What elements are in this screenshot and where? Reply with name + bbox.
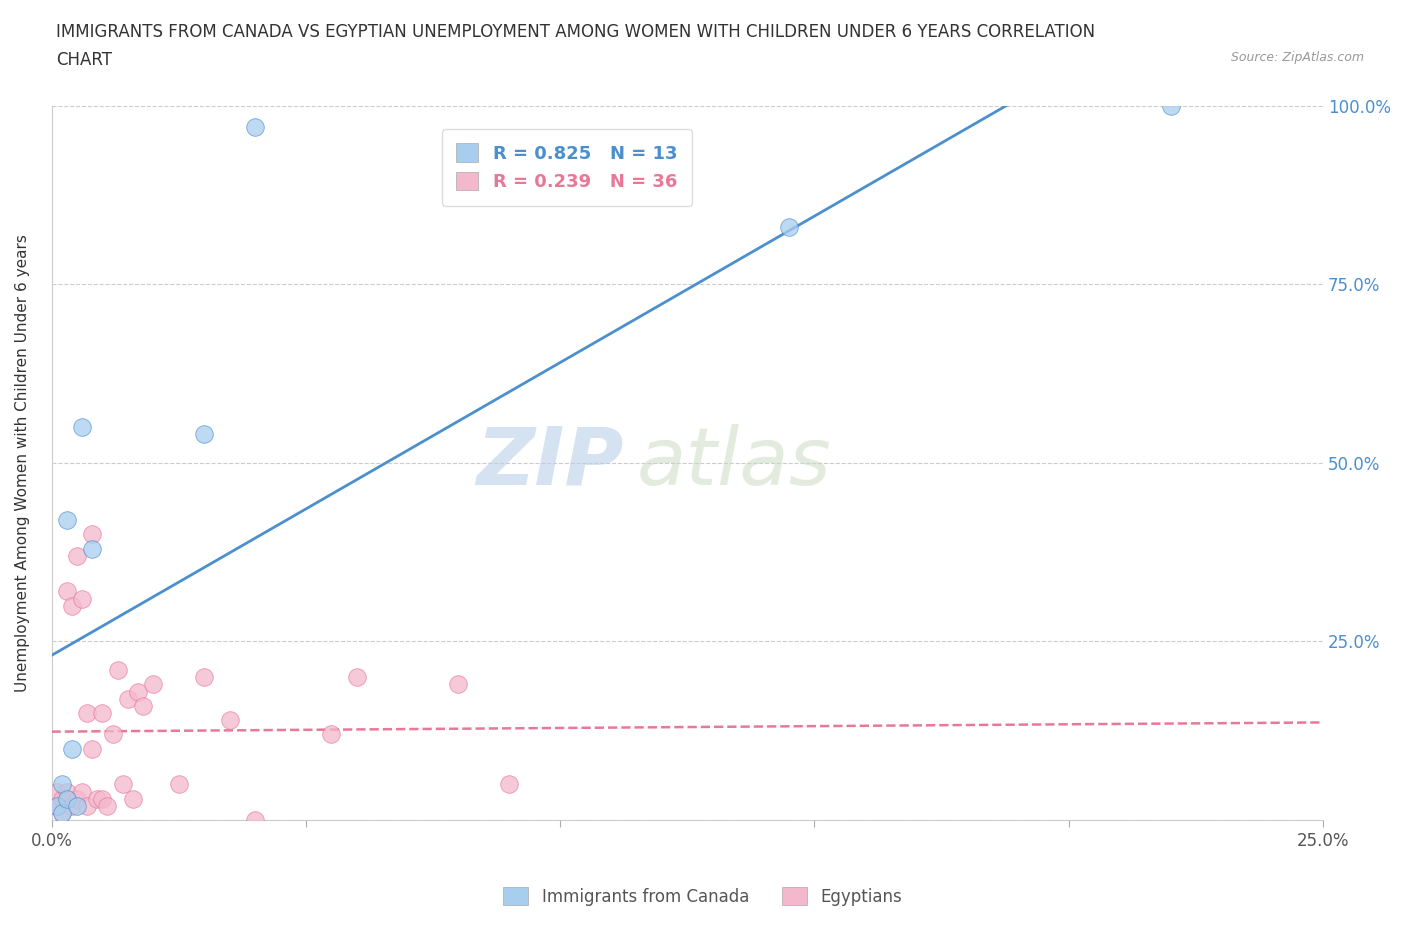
Point [60,741,83,756]
Point [86,791,108,806]
Text: Source: ZipAtlas.com: Source: ZipAtlas.com [1230,51,1364,64]
Point [1160,99,1182,113]
Text: CHART: CHART [56,51,112,69]
Point [51,805,73,820]
Point [66,791,89,806]
Point [218,712,240,727]
Point [70,419,93,434]
Point [447,677,470,692]
Point [51,805,73,820]
Point [70,591,93,606]
Point [193,670,215,684]
Text: IMMIGRANTS FROM CANADA VS EGYPTIAN UNEMPLOYMENT AMONG WOMEN WITH CHILDREN UNDER : IMMIGRANTS FROM CANADA VS EGYPTIAN UNEMP… [56,23,1095,41]
Point [127,684,149,699]
Point [56,512,79,527]
Point [51,791,73,806]
Point [96,798,118,813]
Point [82,741,104,756]
Point [111,777,134,791]
Point [60,598,83,613]
Point [56,791,79,806]
Point [76,706,98,721]
Text: atlas: atlas [637,424,831,502]
Point [56,784,79,799]
Point [498,777,520,791]
Point [70,784,93,799]
Point [91,791,114,806]
Point [101,727,124,742]
Point [60,798,83,813]
Point [142,677,165,692]
Point [778,219,800,234]
Point [346,670,368,684]
Point [321,727,343,742]
Point [117,691,139,706]
Point [45,798,67,813]
Point [91,706,114,721]
Point [45,798,67,813]
Point [243,120,266,135]
Y-axis label: Unemployment Among Women with Children Under 6 years: Unemployment Among Women with Children U… [15,234,30,692]
Point [243,813,266,828]
Point [66,549,89,564]
Point [51,777,73,791]
Text: ZIP: ZIP [477,424,624,502]
Point [193,427,215,442]
Legend: R = 0.825   N = 13, R = 0.239   N = 36: R = 0.825 N = 13, R = 0.239 N = 36 [441,129,692,206]
Point [66,798,89,813]
Point [82,541,104,556]
Point [132,698,155,713]
Point [82,527,104,542]
Point [76,798,98,813]
Point [107,663,129,678]
Point [167,777,190,791]
Point [45,784,67,799]
Point [122,791,145,806]
Point [56,584,79,599]
Legend: Immigrants from Canada, Egyptians: Immigrants from Canada, Egyptians [496,881,910,912]
